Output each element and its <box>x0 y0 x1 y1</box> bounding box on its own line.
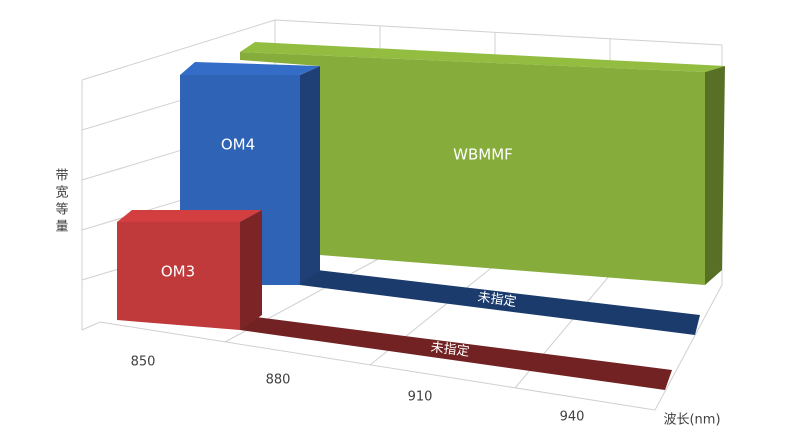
bar-top <box>240 42 725 72</box>
x-axis-label: 波长(nm) <box>663 413 720 428</box>
tail-label: 未指定 <box>430 340 471 360</box>
x-tick-label: 880 <box>266 373 291 388</box>
bar-top <box>180 62 320 75</box>
series-label: OM3 <box>161 263 195 281</box>
bar-side <box>705 66 725 285</box>
tail-label: 未指定 <box>477 290 518 310</box>
x-tick-label: 850 <box>131 355 156 370</box>
bar-side <box>300 66 320 285</box>
series-label: WBMMF <box>453 146 513 164</box>
x-tick-label: 940 <box>560 410 585 425</box>
y-axis-label: 带宽等量 <box>53 168 69 236</box>
bar-front <box>117 222 240 330</box>
x-tick-label: 910 <box>408 390 433 405</box>
tail-strip <box>240 315 672 390</box>
bar-side <box>240 210 262 330</box>
tail-strip <box>300 268 700 335</box>
series-label: OM4 <box>221 136 255 154</box>
bar-front <box>240 52 705 285</box>
bar-top <box>117 210 262 222</box>
